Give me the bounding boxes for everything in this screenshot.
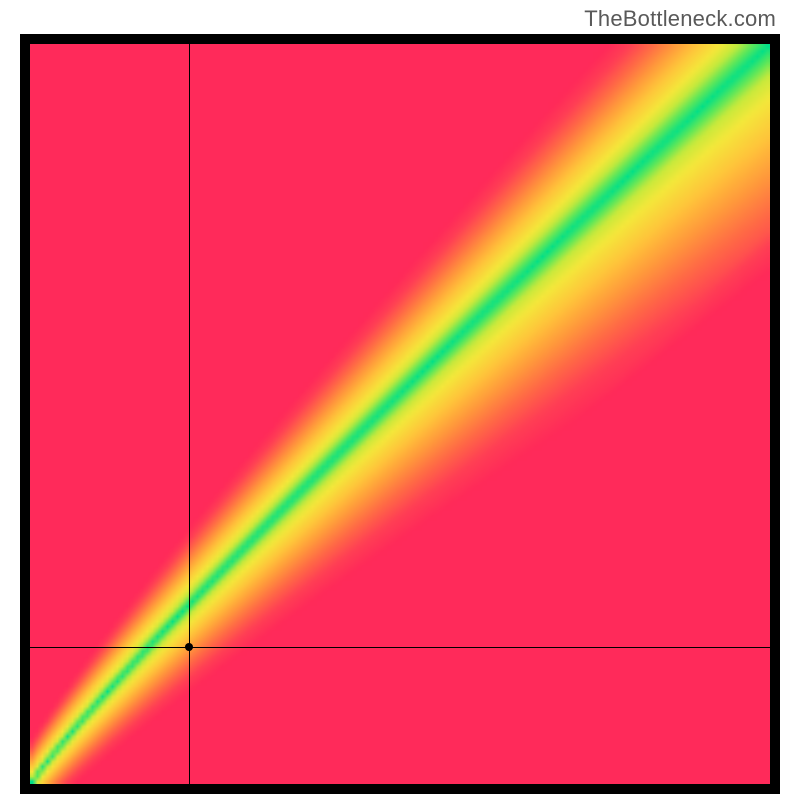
watermark-text: TheBottleneck.com: [584, 6, 776, 32]
crosshair-vertical: [189, 44, 190, 784]
crosshair-horizontal: [30, 647, 770, 648]
crosshair-marker: [185, 643, 193, 651]
heatmap-canvas: [30, 44, 770, 784]
plot-area: [30, 44, 770, 784]
chart-frame: [20, 34, 780, 794]
